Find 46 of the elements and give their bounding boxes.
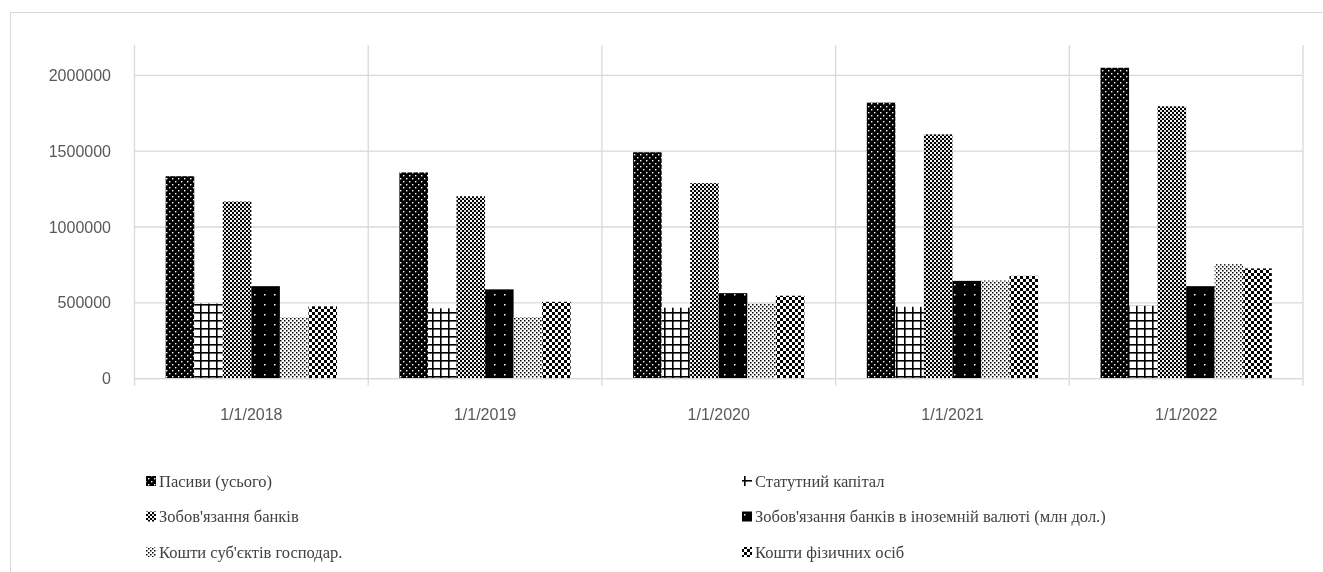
bar: [251, 286, 280, 379]
bar: [1186, 286, 1215, 379]
bar: [1243, 268, 1272, 379]
bar: [399, 172, 428, 379]
y-tick-label: 2000000: [48, 66, 112, 84]
bar: [513, 317, 543, 379]
y-tick-label: 1000000: [48, 218, 112, 236]
bar: [718, 293, 748, 379]
bar: [1100, 67, 1130, 379]
bar: [222, 201, 252, 379]
bar: [279, 317, 309, 379]
x-tick-label: 1/1/2022: [1155, 405, 1218, 423]
legend-label: Зобов'язання банків в іноземній валюті (млн дол.): [755, 507, 1106, 526]
x-tick-label: 1/1/2021: [921, 405, 984, 423]
bar: [981, 280, 1010, 379]
legend-label: Кошти суб'єктів господар.: [159, 542, 343, 562]
bar: [895, 306, 924, 379]
bar: [165, 176, 195, 379]
x-tick-label: 1/1/2018: [220, 405, 283, 423]
bar: [1157, 106, 1187, 379]
x-tick-label: 1/1/2019: [453, 405, 517, 423]
x-tick-label: 1/1/2020: [687, 405, 750, 423]
bar: [1009, 275, 1039, 379]
bar: [952, 280, 981, 379]
bar: [456, 196, 486, 379]
legend-label: Пасиви (усього): [159, 471, 273, 491]
bar: [1129, 305, 1158, 379]
bar: [308, 306, 337, 379]
bar: [633, 152, 662, 379]
bar: [485, 289, 514, 379]
bar: [427, 308, 457, 379]
legend-label: Кошти фізичних осіб: [755, 542, 905, 562]
bar: [1214, 264, 1244, 379]
bar: [542, 301, 571, 379]
y-tick-label: 0: [102, 370, 112, 388]
y-tick-label: 1500000: [48, 142, 112, 160]
bar: [866, 102, 896, 379]
legend-label: Статутний капітал: [755, 471, 885, 491]
bar: [194, 303, 223, 379]
bar: [661, 307, 691, 379]
legend-label: Зобов'язання банків: [159, 507, 299, 526]
bar: [690, 183, 719, 379]
bar: [923, 134, 953, 379]
bar: [775, 295, 805, 379]
bar: [747, 303, 776, 379]
y-tick-label: 500000: [57, 294, 112, 312]
